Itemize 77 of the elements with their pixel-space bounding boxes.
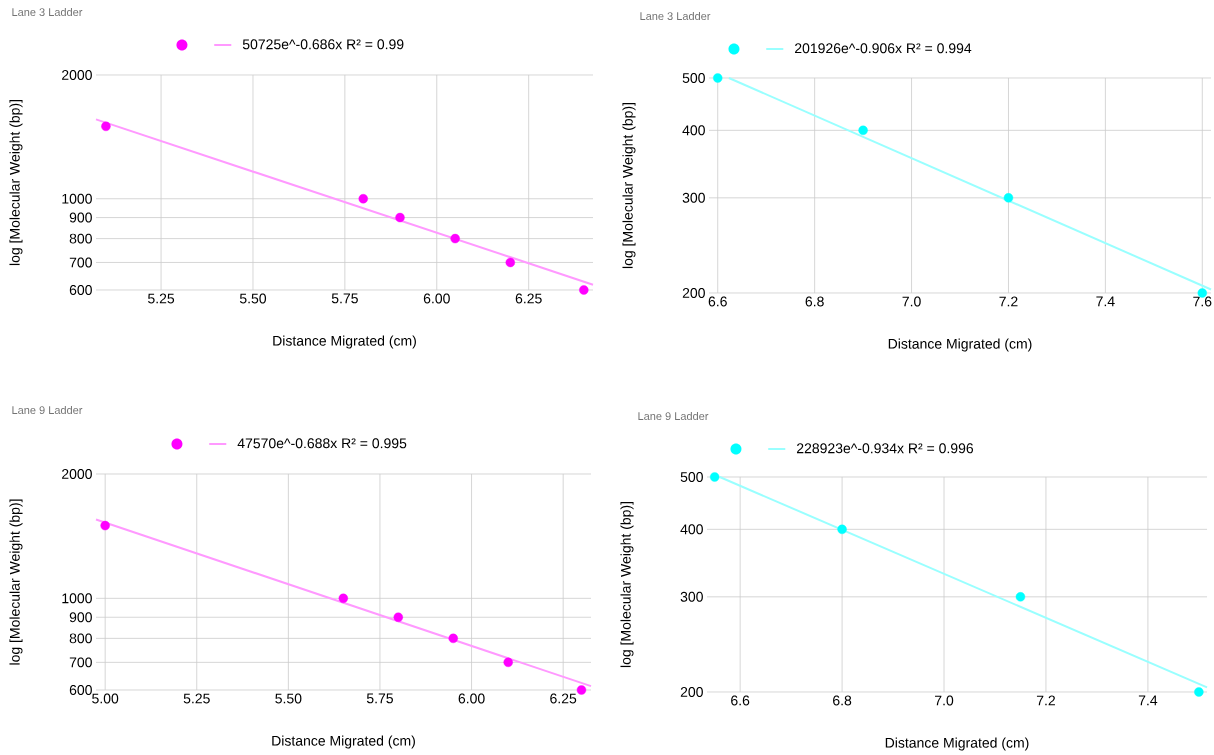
point [395,212,405,223]
x-tick-label: 6.00 [458,693,485,704]
y-axis-title: log [Molecular Weight (bp)] [622,103,636,269]
y-axis-title: log [Molecular Weight (bp)] [620,502,634,668]
y-tick-label: 200 [682,288,705,298]
y-tick-label: 700 [69,657,92,668]
legend-label: 228923e^-0.934x R² = 0.996 [796,443,974,454]
y-axis-title: log [Molecular Weight (bp)] [9,100,23,266]
point [100,520,110,531]
x-axis-title: Distance Migrated (cm) [888,338,1032,352]
y-tick-label: 2000 [62,70,92,80]
x-tick-label: 6.25 [515,293,542,304]
chart-title: Lane 9 Ladder [638,411,709,421]
point [713,73,723,83]
chart-title: Lane 3 Ladder [12,7,83,17]
x-axis-title: Distance Migrated (cm) [273,335,416,349]
point [503,657,513,668]
x-tick-label: 5.75 [366,693,393,704]
legend-label: 201926e^-0.906x R² = 0.994 [795,43,972,54]
x-tick-label: 7.0 [902,296,921,307]
y-tick-label: 400 [680,524,703,535]
point [448,633,458,644]
x-tick-label: 6.6 [731,695,750,706]
point [1194,687,1204,697]
y-tick-label: 600 [69,285,92,295]
x-tick-label: 5.50 [275,693,302,704]
y-axis-title: log [Molecular Weight (bp)] [9,499,23,665]
point [101,121,111,132]
y-tick-label: 300 [680,591,703,602]
y-tick-label: 500 [682,73,705,83]
point [858,125,868,136]
point [338,593,349,604]
point [1015,592,1026,602]
y-tick-label: 1000 [62,593,92,604]
y-tick-label: 900 [69,612,92,623]
y-tick-label: 800 [69,633,92,644]
point [393,612,403,622]
point [505,257,515,268]
x-tick-label: 5.25 [183,693,210,704]
point [450,233,460,244]
point [576,685,587,695]
x-tick-label: 7.2 [1036,695,1055,706]
point [709,472,720,482]
y-tick-label: 1000 [62,193,92,204]
x-tick-label: 7.2 [999,296,1018,307]
y-tick-label: 2000 [62,469,92,479]
x-tick-label: 7.6 [1193,296,1212,307]
x-tick-label: 5.25 [148,293,175,304]
x-tick-label: 7.0 [935,695,954,706]
x-tick-label: 5.75 [331,293,358,304]
chart-title: Lane 3 Ladder [640,11,711,21]
x-axis-title: Distance Migrated (cm) [885,737,1029,751]
y-tick-label: 900 [69,212,92,223]
y-tick-label: 800 [69,233,92,244]
x-tick-label: 7.4 [1096,296,1115,307]
x-tick-label: 5.00 [92,693,119,704]
x-tick-label: 6.00 [423,293,450,304]
point [1003,193,1014,203]
y-tick-label: 500 [680,472,703,482]
y-tick-label: 200 [680,687,703,697]
y-tick-label: 600 [69,685,92,695]
x-tick-label: 6.8 [833,695,852,706]
y-tick-label: 700 [69,257,92,268]
point [358,194,368,204]
point [837,524,847,535]
y-tick-label: 300 [682,192,705,203]
y-tick-label: 400 [682,125,705,136]
x-tick-label: 5.50 [239,293,267,304]
x-axis-title: Distance Migrated (cm) [272,735,415,749]
x-tick-label: 7.4 [1138,695,1158,706]
legend-label: 50725e^-0.686x R² = 0.99 [242,39,404,50]
legend-label: 47570e^-0.688x R² = 0.995 [237,438,407,449]
x-tick-label: 6.8 [805,296,824,307]
chart-title: Lane 9 Ladder [12,405,83,415]
x-tick-label: 6.6 [708,296,727,307]
x-tick-label: 6.25 [550,693,577,704]
point [579,285,589,295]
